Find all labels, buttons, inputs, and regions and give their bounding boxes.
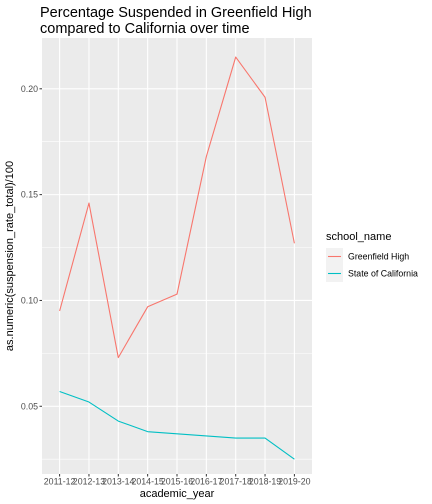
legend: school_name Greenfield High State of Cali… — [326, 231, 418, 282]
y-tick-label-2: 0.15 — [21, 190, 38, 200]
x-tick-label-3: 2014-15 — [132, 477, 164, 487]
y-tick-label-1: 0.10 — [21, 295, 38, 305]
series-line-1 — [59, 390, 295, 460]
series-line-0 — [59, 56, 295, 359]
x-tick-label-8: 2019-20 — [278, 477, 310, 487]
major-gridlines — [42, 38, 312, 474]
legend-label-0: Greenfield High — [348, 252, 409, 262]
x-tick-label-4: 2015-16 — [161, 477, 193, 487]
x-tick-label-2: 2013-14 — [102, 477, 134, 487]
chart-title-line-1: Percentage Suspended in Greenfield High — [40, 5, 312, 21]
x-tick-label-1: 2012-13 — [73, 477, 105, 487]
legend-title: school_name — [326, 231, 391, 243]
y-axis: 0.05 0.10 0.15 0.20 — [21, 84, 42, 411]
x-tick-label-5: 2016-17 — [190, 477, 222, 487]
x-tick-label-0: 2011-12 — [44, 477, 76, 487]
y-axis-title: as.numeric(suspension_rate_total)/100 — [4, 161, 16, 351]
series-layer — [59, 56, 295, 460]
x-axis-title: academic_year — [140, 488, 215, 500]
x-axis: 2011-122012-132013-142014-152015-162016-… — [44, 474, 311, 487]
y-tick-label-3: 0.20 — [21, 84, 38, 94]
x-tick-label-7: 2018-19 — [249, 477, 281, 487]
x-tick-label-6: 2017-18 — [220, 477, 252, 487]
legend-label-1: State of California — [348, 269, 418, 279]
y-tick-label-0: 0.05 — [21, 401, 38, 411]
chart-title-line-2: compared to California over time — [40, 21, 250, 37]
